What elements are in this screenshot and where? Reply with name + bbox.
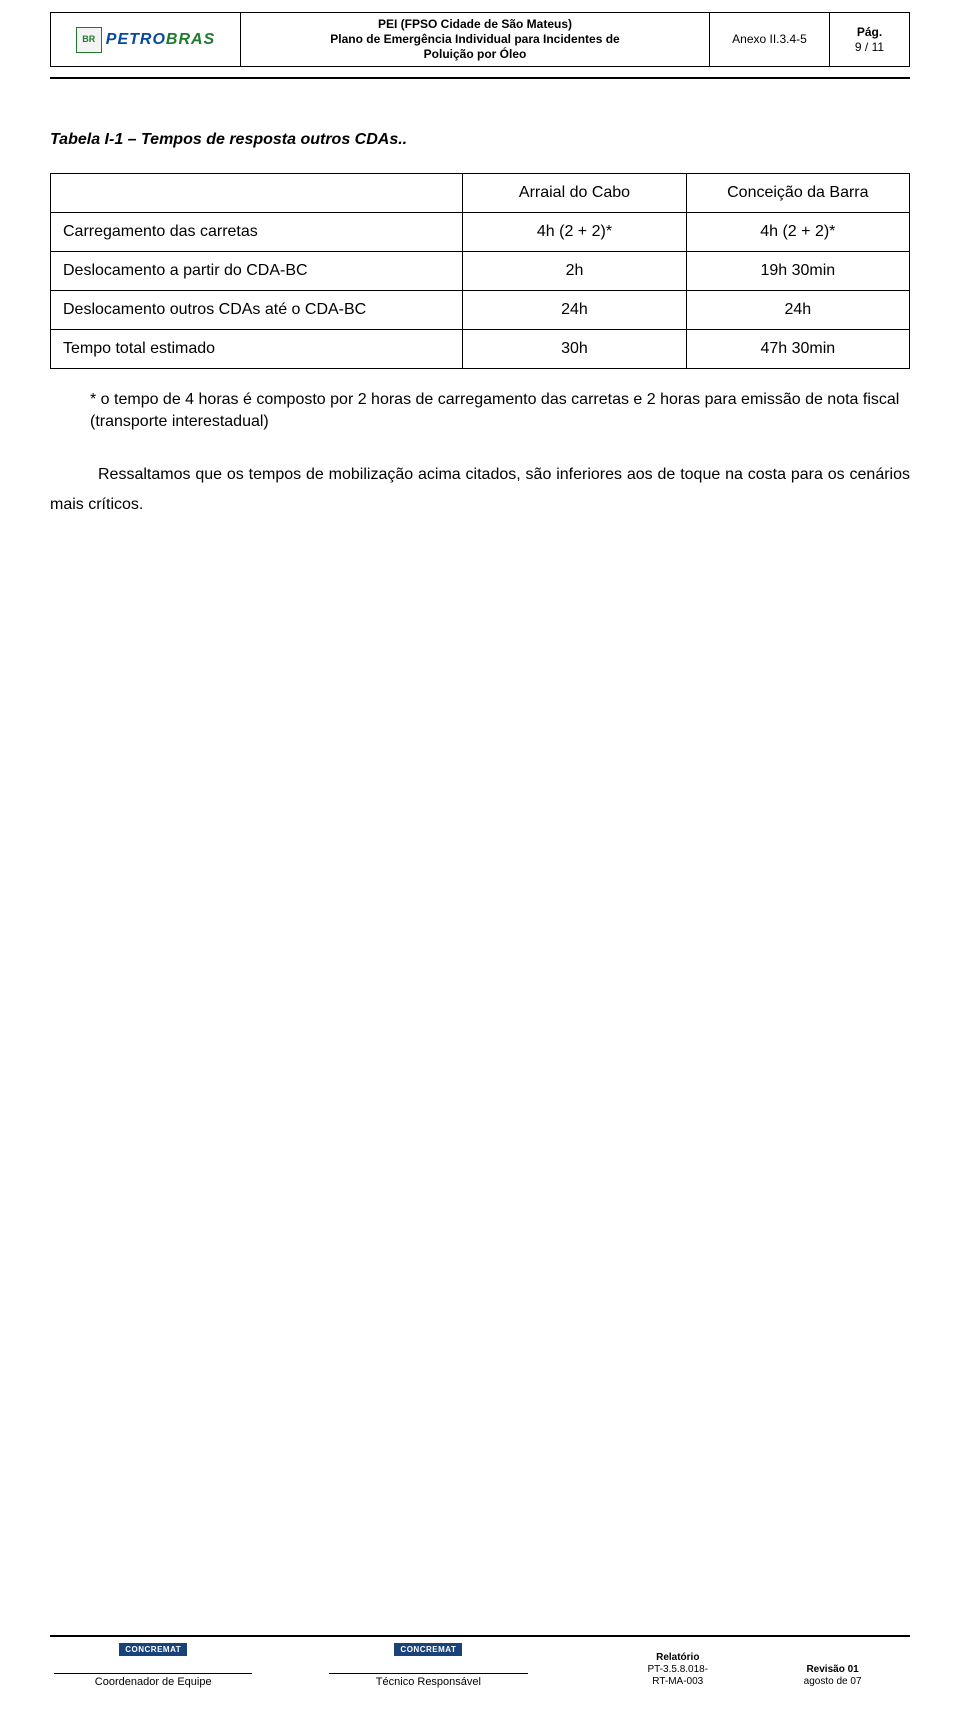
footer-rule — [50, 1635, 910, 1637]
report-label: Relatório — [604, 1652, 751, 1664]
footer-table: CONCREMAT Coordenador de Equipe CONCREMA… — [50, 1641, 910, 1690]
cell: 24h — [463, 291, 686, 330]
table-row: Deslocamento a partir do CDA-BC 2h 19h 3… — [51, 252, 910, 291]
table-row: Tempo total estimado 30h 47h 30min — [51, 330, 910, 369]
report-code2: RT-MA-003 — [604, 1676, 751, 1688]
row-label: Tempo total estimado — [51, 330, 463, 369]
tech-label: Técnico Responsável — [376, 1676, 481, 1688]
concremat-badge-icon: CONCREMAT — [119, 1643, 187, 1656]
report-code1: PT-3.5.8.018- — [604, 1664, 751, 1676]
table-footnote: * o tempo de 4 horas é composto por 2 ho… — [50, 389, 910, 434]
page-label: Pág. — [836, 25, 903, 40]
cell: 47h 30min — [686, 330, 909, 369]
footer-tech-cell: CONCREMAT Técnico Responsável — [325, 1641, 531, 1690]
body-paragraph: Ressaltamos que os tempos de mobilização… — [50, 460, 910, 521]
doc-title-line3: Poluição por Óleo — [247, 47, 703, 62]
doc-title-line2: Plano de Emergência Individual para Inci… — [247, 32, 703, 47]
cell: 2h — [463, 252, 686, 291]
header-table: BR PETROBRAS PEI (FPSO Cidade de São Mat… — [50, 12, 910, 67]
row-label: Deslocamento a partir do CDA-BC — [51, 252, 463, 291]
page-number: 9 / 11 — [836, 40, 903, 55]
signature-line — [329, 1656, 527, 1674]
header-title-cell: PEI (FPSO Cidade de São Mateus) Plano de… — [241, 13, 710, 67]
cell: 30h — [463, 330, 686, 369]
footer-revision-cell: Revisão 01 agosto de 07 — [755, 1641, 910, 1690]
cell: 4h (2 + 2)* — [463, 213, 686, 252]
col-header-conceicao: Conceição da Barra — [686, 174, 909, 213]
cell: 4h (2 + 2)* — [686, 213, 909, 252]
response-times-table: Arraial do Cabo Conceição da Barra Carre… — [50, 173, 910, 369]
cell: 19h 30min — [686, 252, 909, 291]
row-label: Deslocamento outros CDAs até o CDA-BC — [51, 291, 463, 330]
content: Tabela I-1 – Tempos de resposta outros C… — [50, 81, 910, 521]
revision-date: agosto de 07 — [759, 1676, 906, 1688]
col-header-arraial: Arraial do Cabo — [463, 174, 686, 213]
revision-label: Revisão 01 — [759, 1664, 906, 1676]
coord-label: Coordenador de Equipe — [95, 1676, 212, 1688]
col-header-blank — [51, 174, 463, 213]
petrobras-wordmark: PETROBRAS — [106, 30, 215, 50]
footer-report-cell: Relatório PT-3.5.8.018- RT-MA-003 — [600, 1641, 755, 1690]
footer-coord-cell: CONCREMAT Coordenador de Equipe — [50, 1641, 256, 1690]
header-logo-cell: BR PETROBRAS — [51, 13, 241, 67]
table-caption: Tabela I-1 – Tempos de resposta outros C… — [50, 131, 910, 149]
row-label: Carregamento das carretas — [51, 213, 463, 252]
concremat-badge-icon: CONCREMAT — [394, 1643, 462, 1656]
header-page-cell: Pág. 9 / 11 — [830, 13, 910, 67]
logo-part-bras: BRAS — [166, 31, 215, 48]
logo-part-petro: PETRO — [106, 31, 166, 48]
page: BR PETROBRAS PEI (FPSO Cidade de São Mat… — [0, 12, 960, 1724]
footer: CONCREMAT Coordenador de Equipe CONCREMA… — [50, 1635, 910, 1690]
doc-title-line1: PEI (FPSO Cidade de São Mateus) — [247, 17, 703, 32]
cell: 24h — [686, 291, 909, 330]
table-row: Carregamento das carretas 4h (2 + 2)* 4h… — [51, 213, 910, 252]
br-badge-icon: BR — [76, 27, 102, 53]
petrobras-logo: BR PETROBRAS — [57, 27, 234, 53]
table-row: Deslocamento outros CDAs até o CDA-BC 24… — [51, 291, 910, 330]
table-header-row: Arraial do Cabo Conceição da Barra — [51, 174, 910, 213]
header-annex-cell: Anexo II.3.4-5 — [710, 13, 830, 67]
signature-line — [54, 1656, 252, 1674]
